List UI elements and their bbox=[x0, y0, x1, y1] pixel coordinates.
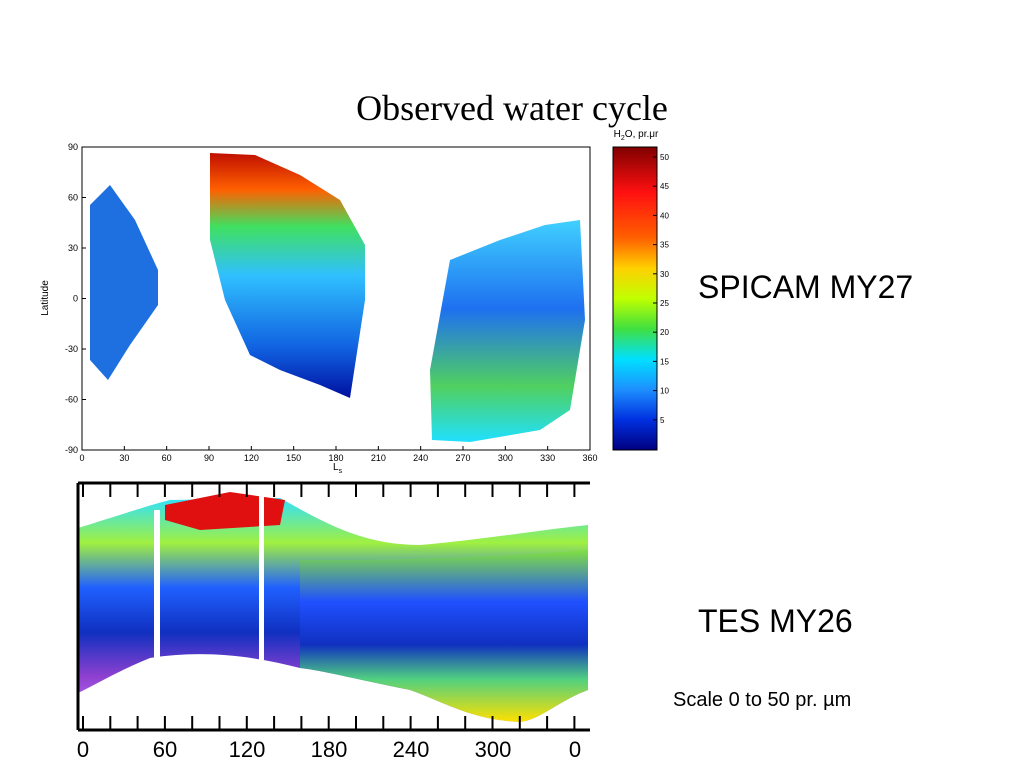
colorbar-title-main: H bbox=[614, 129, 621, 140]
data-patch bbox=[90, 185, 158, 380]
x-tick-label: 270 bbox=[455, 453, 470, 463]
scale-note: Scale 0 to 50 pr. µm bbox=[673, 689, 851, 711]
data-gap bbox=[154, 510, 160, 660]
x-tick-label: 180 bbox=[328, 453, 343, 463]
tes-ticks: 0 60 120 180 240 300 0 bbox=[77, 483, 581, 762]
x-axis-label-sub: s bbox=[339, 468, 343, 475]
y-axis-label: Latitude bbox=[40, 280, 51, 316]
colorbar-tick-label: 50 bbox=[660, 153, 669, 162]
colorbar-tick-label: 45 bbox=[660, 182, 669, 191]
x-tick-label: 90 bbox=[204, 453, 214, 463]
data-patch bbox=[210, 153, 365, 398]
data-field bbox=[300, 550, 588, 722]
x-tick-label: 60 bbox=[162, 453, 172, 463]
x-tick-label: 210 bbox=[371, 453, 386, 463]
x-tick-label: 330 bbox=[540, 453, 555, 463]
colorbar-tick-label: 20 bbox=[660, 328, 669, 337]
colorbar-tick-label: 10 bbox=[660, 387, 669, 396]
colorbar-tick-label: 35 bbox=[660, 241, 669, 250]
y-tick-label: 0 bbox=[73, 294, 78, 304]
colorbar: H2O, pr.μr 50 45 40 35 30 25 20 15 10 5 bbox=[612, 129, 669, 451]
colorbar-title-sub: 2 bbox=[621, 135, 625, 142]
colorbar-title: H2O, pr.μr bbox=[614, 129, 659, 142]
colorbar-tick-label: 25 bbox=[660, 299, 669, 308]
tes-plot: 0 60 120 180 240 300 0 bbox=[76, 481, 590, 762]
x-tick-label: 180 bbox=[311, 737, 348, 762]
y-tick-label: -30 bbox=[65, 344, 78, 354]
y-tick-label: 90 bbox=[68, 142, 78, 152]
x-tick-label: 120 bbox=[229, 737, 266, 762]
colorbar-tick-label: 5 bbox=[660, 416, 665, 425]
x-tick-label: 360 bbox=[582, 453, 597, 463]
colorbar-scale bbox=[612, 146, 658, 451]
x-tick-label: 300 bbox=[498, 453, 513, 463]
slide-title: Observed water cycle bbox=[356, 88, 668, 128]
x-axis-label-main: L bbox=[333, 462, 339, 473]
data-field bbox=[165, 492, 285, 530]
colorbar-tick-label: 15 bbox=[660, 357, 669, 366]
x-tick-label: 0 bbox=[79, 453, 84, 463]
colorbar-tick-label: 30 bbox=[660, 270, 669, 279]
x-tick-label: 0 bbox=[569, 737, 581, 762]
y-tick-label: -90 bbox=[65, 445, 78, 455]
y-tick-label: -60 bbox=[65, 395, 78, 405]
spicam-label: SPICAM MY27 bbox=[698, 269, 913, 305]
colorbar-tick-label: 40 bbox=[660, 211, 669, 220]
data-gap bbox=[259, 495, 264, 665]
x-tick-label: 300 bbox=[475, 737, 512, 762]
y-tick-label: 30 bbox=[68, 243, 78, 253]
colorbar-ticks: 50 45 40 35 30 25 20 15 10 5 bbox=[653, 153, 669, 425]
x-axis-label: Ls bbox=[333, 462, 343, 475]
x-tick-label: 240 bbox=[393, 737, 430, 762]
y-tick-label: 60 bbox=[68, 193, 78, 203]
x-tick-label: 0 bbox=[77, 737, 89, 762]
x-tick-label: 30 bbox=[119, 453, 129, 463]
x-tick-label: 60 bbox=[153, 737, 177, 762]
tes-label: TES MY26 bbox=[698, 603, 853, 639]
colorbar-title-rest: O, pr.μr bbox=[625, 129, 659, 140]
data-patch bbox=[430, 220, 585, 442]
x-tick-label: 150 bbox=[286, 453, 301, 463]
x-tick-label: 240 bbox=[413, 453, 428, 463]
x-tick-label: 120 bbox=[244, 453, 259, 463]
